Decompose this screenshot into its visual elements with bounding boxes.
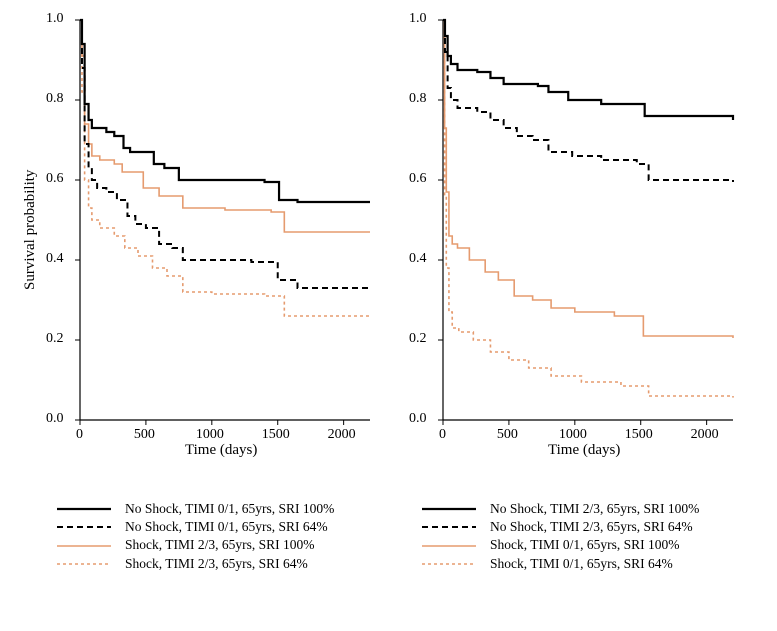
panel-right: Time (days) 0.0 0.2 0.4 0.6 0.8 1.0 0 500 1000 1…	[388, 10, 763, 480]
legend-line-icon	[420, 502, 478, 516]
ytick-label: 0.2	[46, 331, 64, 347]
panel-right-svg	[388, 10, 763, 470]
legend-label: Shock, TIMI 2/3, 65yrs, SRI 100%	[125, 536, 315, 554]
survival-curve-s4	[80, 20, 370, 318]
legend-label: No Shock, TIMI 2/3, 65yrs, SRI 64%	[490, 518, 693, 536]
survival-curve-s2	[80, 20, 370, 288]
xtick-label: 500	[497, 427, 518, 443]
legend-right: No Shock, TIMI 2/3, 65yrs, SRI 100%No Sh…	[420, 500, 699, 573]
legend-line-icon	[55, 557, 113, 571]
ytick-label: 0.2	[409, 331, 427, 347]
legend-line-icon	[55, 520, 113, 534]
legend-item: No Shock, TIMI 2/3, 65yrs, SRI 100%	[420, 500, 699, 518]
legend-line-icon	[420, 520, 478, 534]
legend-line-icon	[420, 557, 478, 571]
legend-item: Shock, TIMI 0/1, 65yrs, SRI 64%	[420, 555, 699, 573]
legend-line-icon	[420, 539, 478, 553]
ytick-label: 0.8	[409, 91, 427, 107]
legend-item: No Shock, TIMI 2/3, 65yrs, SRI 64%	[420, 518, 699, 536]
panel-right-axes	[438, 20, 733, 425]
panel-left: Survival probability Time (days) 0.0 0.2 0…	[0, 10, 388, 480]
legend-item: Shock, TIMI 2/3, 65yrs, SRI 100%	[55, 536, 334, 554]
legend-label: No Shock, TIMI 0/1, 65yrs, SRI 100%	[125, 500, 334, 518]
ytick-label: 0.4	[409, 251, 427, 267]
panel-right-series	[443, 20, 733, 398]
ytick-label: 0.0	[46, 411, 64, 427]
legend-item: Shock, TIMI 2/3, 65yrs, SRI 64%	[55, 555, 334, 573]
panel-row: Survival probability Time (days) 0.0 0.2 0…	[0, 10, 763, 480]
ytick-label: 1.0	[46, 11, 64, 27]
legend-label: No Shock, TIMI 2/3, 65yrs, SRI 100%	[490, 500, 699, 518]
legend-label: Shock, TIMI 0/1, 65yrs, SRI 100%	[490, 536, 680, 554]
xtick-label: 1000	[196, 427, 224, 443]
legend-label: Shock, TIMI 2/3, 65yrs, SRI 64%	[125, 555, 308, 573]
xtick-label: 2000	[328, 427, 356, 443]
ytick-label: 1.0	[409, 11, 427, 27]
ytick-label: 0.0	[409, 411, 427, 427]
ytick-label: 0.6	[46, 171, 64, 187]
xtick-label: 0	[439, 427, 446, 443]
survival-curve-s3	[443, 20, 733, 338]
survival-curve-s1	[80, 20, 370, 202]
survival-figure: Survival probability Time (days) 0.0 0.2 0…	[0, 0, 777, 631]
legend-left: No Shock, TIMI 0/1, 65yrs, SRI 100%No Sh…	[55, 500, 334, 573]
xtick-label: 0	[76, 427, 83, 443]
xtick-label: 500	[134, 427, 155, 443]
panel-left-axes	[75, 20, 370, 425]
xlabel-right: Time (days)	[548, 442, 620, 459]
legend-label: Shock, TIMI 0/1, 65yrs, SRI 64%	[490, 555, 673, 573]
ytick-label: 0.8	[46, 91, 64, 107]
survival-curve-s1	[443, 20, 733, 120]
panel-left-series	[80, 20, 370, 318]
panel-left-svg	[0, 10, 388, 470]
legend-label: No Shock, TIMI 0/1, 65yrs, SRI 64%	[125, 518, 328, 536]
legend-line-icon	[55, 539, 113, 553]
survival-curve-s4	[443, 20, 733, 398]
xtick-label: 1500	[262, 427, 290, 443]
xtick-label: 1000	[559, 427, 587, 443]
xtick-label: 2000	[691, 427, 719, 443]
xtick-label: 1500	[625, 427, 653, 443]
legend-item: No Shock, TIMI 0/1, 65yrs, SRI 64%	[55, 518, 334, 536]
xlabel-left: Time (days)	[185, 442, 257, 459]
legend-item: No Shock, TIMI 0/1, 65yrs, SRI 100%	[55, 500, 334, 518]
legend-line-icon	[55, 502, 113, 516]
ylabel-left: Survival probability	[22, 170, 39, 290]
ytick-label: 0.6	[409, 171, 427, 187]
legend-item: Shock, TIMI 0/1, 65yrs, SRI 100%	[420, 536, 699, 554]
ytick-label: 0.4	[46, 251, 64, 267]
